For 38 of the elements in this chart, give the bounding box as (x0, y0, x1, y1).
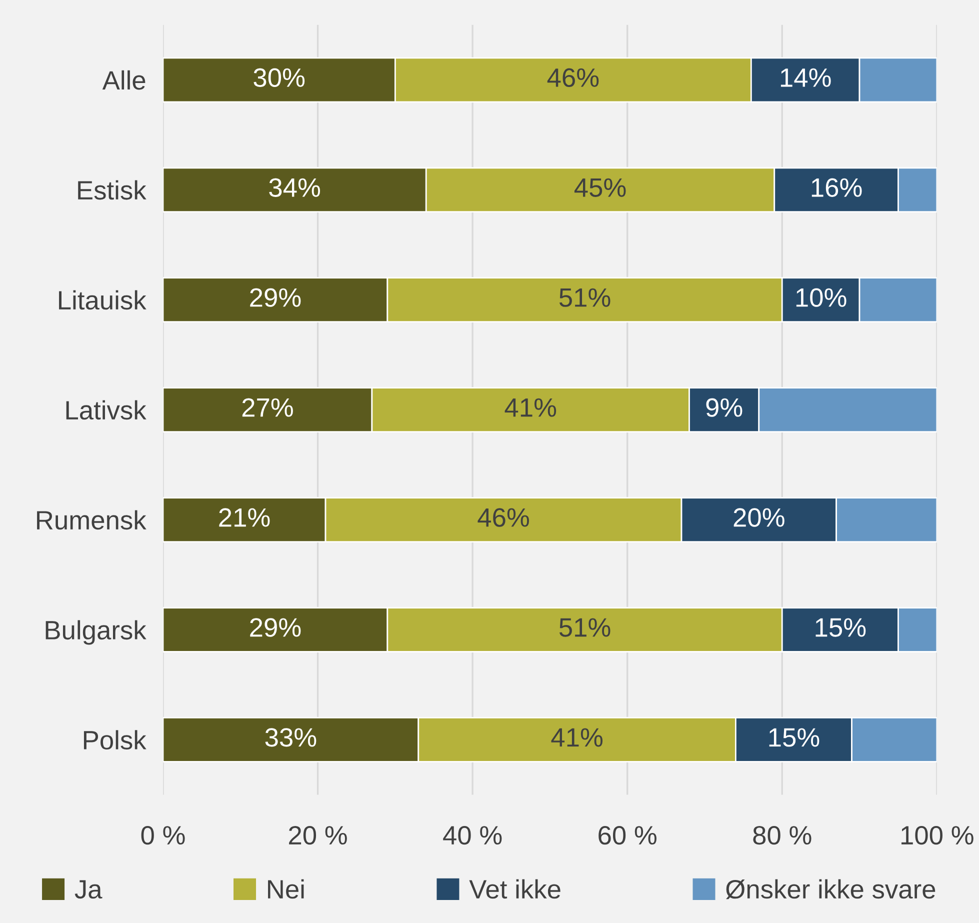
data-label: 45% (574, 178, 626, 197)
data-label: 29% (250, 288, 301, 307)
x-tick-label: 100 % (902, 826, 974, 845)
x-tick-label: 40 % (443, 826, 502, 845)
data-label: 34% (269, 178, 320, 197)
y-tick-label: Litauisk (59, 290, 146, 310)
data-label: 21% (219, 508, 270, 527)
y-tick-label: Lativsk (66, 400, 146, 420)
data-label: 16% (812, 178, 862, 197)
data-label: 10% (796, 288, 846, 307)
legend-label: Ønsker ikke svare (726, 879, 936, 900)
legend-label: Vet ikke (469, 879, 560, 899)
data-label: 29% (250, 618, 301, 637)
y-tick-label: Polsk (84, 730, 146, 750)
data-label: 15% (816, 618, 866, 637)
data-label: 27% (242, 398, 293, 417)
data-label: 9% (706, 398, 742, 417)
legend-label: Ja (74, 880, 102, 899)
data-label: 41% (504, 398, 556, 417)
data-label: 15% (769, 728, 820, 747)
data-label: 51% (559, 618, 610, 637)
data-label: 46% (478, 508, 529, 527)
data-label: 14% (780, 68, 831, 87)
x-tick-label: 20 % (289, 826, 347, 845)
data-label: 33% (265, 728, 316, 747)
data-label: 20% (734, 508, 784, 527)
y-tick-label: Rumensk (37, 510, 146, 530)
data-label: 41% (551, 728, 603, 747)
data-label: 46% (547, 68, 599, 87)
y-tick-label: Bulgarsk (46, 620, 146, 645)
x-tick-label: 0 % (141, 826, 185, 845)
data-label: 51% (559, 288, 610, 307)
data-label: 30% (254, 68, 305, 87)
y-tick-label: Estisk (78, 180, 146, 200)
x-tick-label: 60 % (598, 826, 656, 845)
x-tick-label: 80 % (753, 826, 812, 845)
legend-label: Nei (268, 879, 304, 899)
y-tick-label: Alle (102, 70, 146, 90)
